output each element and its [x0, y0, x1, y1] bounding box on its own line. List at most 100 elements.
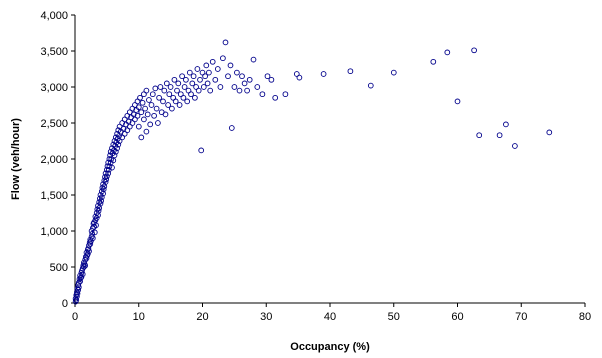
data-point	[512, 143, 518, 149]
data-point	[169, 105, 175, 112]
x-tick-label: 0	[72, 311, 78, 323]
data-point	[259, 91, 266, 98]
data-point	[175, 80, 182, 87]
data-point	[212, 76, 219, 83]
data-point	[430, 58, 437, 65]
data-point	[167, 84, 174, 90]
data-point	[272, 94, 279, 101]
data-point	[190, 73, 197, 80]
data-point	[98, 197, 104, 204]
data-point	[132, 116, 138, 123]
data-point	[209, 58, 216, 65]
data-point	[320, 71, 327, 77]
data-point	[172, 98, 179, 105]
data-point	[121, 130, 128, 137]
data-point	[194, 66, 201, 72]
data-point	[153, 105, 160, 112]
data-point	[444, 49, 451, 56]
data-point	[206, 69, 212, 76]
data-point	[198, 147, 205, 154]
y-tick-label: 3,500	[40, 46, 68, 58]
data-point	[222, 39, 229, 46]
data-point	[134, 112, 141, 119]
data-point	[82, 262, 89, 269]
data-point	[496, 132, 503, 139]
x-tick-label: 70	[515, 311, 527, 323]
x-tick-label: 10	[133, 311, 145, 323]
data-point	[183, 76, 189, 83]
data-point	[244, 87, 250, 94]
data-point	[264, 73, 271, 80]
data-point	[200, 84, 207, 90]
data-point	[75, 287, 82, 293]
data-point	[250, 56, 257, 63]
data-point	[180, 94, 187, 101]
data-point	[193, 84, 199, 90]
x-tick-label: 80	[579, 311, 591, 323]
x-axis-title: Occupancy (%)	[290, 341, 370, 353]
data-point	[110, 157, 117, 164]
data-point	[236, 87, 243, 94]
data-point	[75, 284, 82, 291]
data-point	[151, 112, 157, 119]
data-point	[454, 98, 461, 105]
data-point	[189, 80, 196, 87]
data-point	[152, 85, 159, 92]
data-point	[116, 138, 123, 144]
data-point	[204, 80, 211, 87]
y-tick-label: 1,000	[40, 226, 68, 238]
x-tick-label: 40	[324, 311, 336, 323]
data-point	[203, 62, 210, 69]
data-point	[162, 111, 169, 118]
x-tick-label: 60	[451, 311, 463, 323]
tick-labels: 0 10 20 30 40 50 60 70 80 0 500 1,000 1,500 2,000 2,50…	[40, 10, 591, 323]
data-point	[390, 69, 397, 76]
data-point	[146, 97, 152, 103]
data-point	[102, 170, 109, 177]
data-point	[157, 84, 164, 90]
data-point	[109, 164, 115, 171]
y-axis-title: Flow (veh/hour)	[10, 118, 22, 200]
data-point	[202, 73, 208, 80]
data-point	[546, 129, 553, 136]
data-point	[143, 87, 150, 94]
y-tick-label: 500	[50, 262, 68, 274]
data-point	[102, 179, 109, 185]
data-point	[93, 222, 99, 229]
y-tick-label: 0	[62, 298, 68, 310]
data-point	[139, 99, 146, 106]
data-point	[166, 91, 173, 98]
data-point	[160, 98, 166, 105]
data-point	[241, 80, 248, 87]
data-point	[114, 145, 120, 152]
data-point	[120, 125, 127, 132]
data-point	[88, 228, 95, 234]
data-point	[228, 125, 235, 131]
data-point	[293, 71, 300, 77]
data-point	[93, 215, 100, 221]
data-point	[503, 121, 509, 128]
y-tick-label: 2,500	[40, 118, 68, 130]
data-point	[179, 73, 185, 80]
data-point	[138, 134, 145, 141]
data-point	[98, 194, 105, 201]
data-point	[103, 176, 110, 183]
data-point	[199, 69, 206, 76]
data-point	[126, 123, 133, 130]
data-point	[143, 128, 150, 135]
data-point	[165, 102, 171, 108]
y-tick-label: 3,000	[40, 82, 68, 94]
x-tick-label: 30	[260, 311, 272, 323]
data-point	[79, 271, 86, 278]
data-point	[95, 207, 102, 214]
data-point	[231, 84, 238, 90]
data-point	[91, 229, 98, 236]
data-point	[125, 118, 132, 125]
data-point	[88, 233, 95, 240]
data-point	[149, 91, 156, 98]
data-point	[105, 159, 112, 166]
data-point	[135, 104, 142, 111]
y-tick-label: 1,500	[40, 190, 68, 202]
data-point	[347, 68, 354, 75]
